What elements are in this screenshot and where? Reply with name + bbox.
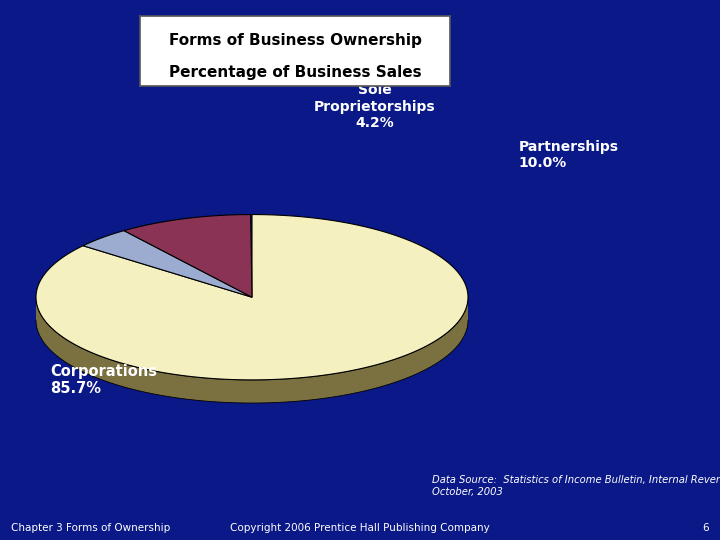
Text: Chapter 3 Forms of Ownership: Chapter 3 Forms of Ownership: [11, 523, 170, 533]
Polygon shape: [124, 214, 252, 297]
Text: Sole
Proprietorships
4.2%: Sole Proprietorships 4.2%: [314, 83, 435, 130]
Text: Partnerships
10.0%: Partnerships 10.0%: [518, 139, 618, 170]
Text: Data Source:  Statistics of Income Bulletin, Internal Revenue Service,
October, : Data Source: Statistics of Income Bullet…: [432, 475, 720, 497]
Text: 6: 6: [703, 523, 709, 533]
Text: Percentage of Business Sales: Percentage of Business Sales: [169, 65, 421, 80]
Text: Forms of Business Ownership: Forms of Business Ownership: [168, 33, 422, 48]
Polygon shape: [83, 231, 252, 297]
Text: Copyright 2006 Prentice Hall Publishing Company: Copyright 2006 Prentice Hall Publishing …: [230, 523, 490, 533]
Polygon shape: [36, 297, 468, 403]
Text: Corporations
85.7%: Corporations 85.7%: [50, 364, 158, 396]
Polygon shape: [36, 214, 468, 380]
